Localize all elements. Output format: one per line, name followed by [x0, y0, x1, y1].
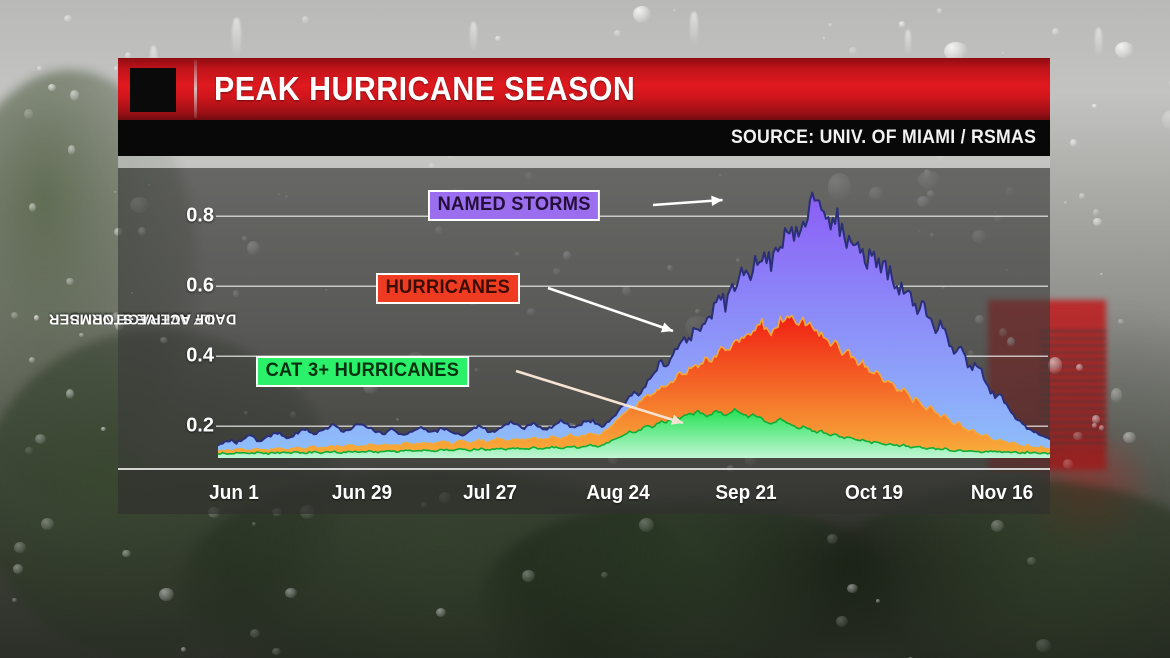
callout-cat3: CAT 3+ HURRICANES — [256, 356, 469, 387]
rain-streak — [1095, 28, 1102, 58]
series-outline — [218, 408, 1050, 456]
graphic-title-bar: PEAK HURRICANE SEASON — [118, 58, 1050, 120]
chart-plot-panel: DAILY AVERAGE NUMBER OF ACTIVE STORMS 0.… — [48, 168, 1050, 468]
x-axis-tick: Jun 1 — [209, 482, 259, 504]
network-logo-icon — [130, 68, 176, 112]
callout-arrow-line — [515, 369, 684, 425]
series-outline — [217, 191, 1050, 447]
rain-streak — [905, 30, 911, 56]
x-axis-band: Jun 1 Jun 29 Jul 27 Aug 24 Sep 21 Oct 19 Nov 1… — [118, 468, 1050, 514]
callout-arrow-head — [660, 322, 673, 333]
background-red-sign-grill — [1040, 330, 1106, 450]
page-title: PEAK HURRICANE SEASON — [214, 70, 636, 107]
x-axis-tick: Jul 27 — [463, 482, 517, 504]
callout-arrow-head — [711, 195, 723, 206]
callout-arrow-head — [670, 414, 683, 425]
y-axis-tick: 0.4 — [186, 344, 214, 367]
x-axis-tick: Oct 19 — [844, 482, 904, 504]
x-axis-tick: Jun 29 — [331, 482, 393, 504]
callout-hurricanes: HURRICANES — [376, 273, 520, 304]
y-axis-tick: 0.8 — [186, 204, 214, 227]
hurricane-season-graphic-card: PEAK HURRICANE SEASON SOURCE: UNIV. OF M… — [48, 58, 1050, 520]
x-axis-tick: Sep 21 — [715, 482, 777, 504]
y-axis-tick: 0.6 — [186, 274, 214, 297]
area-chart-svg — [216, 191, 1050, 458]
callout-arrows — [515, 195, 723, 425]
graphic-source-bar: SOURCE: UNIV. OF MIAMI / RSMAS — [118, 120, 1050, 156]
area-series-hurricanes — [218, 315, 1050, 458]
source-attribution: SOURCE: UNIV. OF MIAMI / RSMAS — [730, 127, 1036, 148]
callout-named: NAMED STORMS — [428, 190, 601, 221]
callout-arrow-line — [652, 198, 723, 207]
y-axis-tick: 0.2 — [186, 414, 214, 437]
rain-streak — [690, 12, 698, 46]
rain-streak — [232, 18, 241, 58]
title-divider — [194, 60, 197, 118]
area-series-cat-3-hurricanes — [218, 408, 1050, 458]
rain-streak — [470, 22, 477, 52]
panel-top-strip — [118, 156, 1050, 168]
x-axis-tick: Nov 16 — [970, 482, 1034, 504]
x-axis-tick: Aug 24 — [586, 482, 650, 504]
callout-arrow-line — [547, 286, 674, 333]
